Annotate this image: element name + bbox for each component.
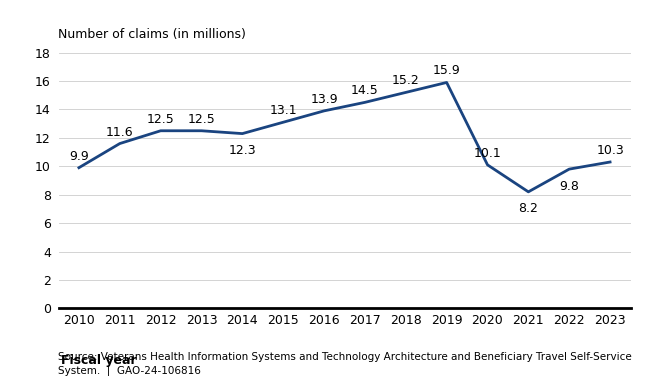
Text: 10.3: 10.3 [596, 144, 624, 157]
Text: 10.1: 10.1 [474, 147, 501, 160]
Text: 14.5: 14.5 [351, 84, 379, 97]
Text: 12.5: 12.5 [147, 113, 174, 126]
Text: 8.2: 8.2 [519, 203, 538, 215]
Text: 15.9: 15.9 [433, 65, 460, 77]
Text: 12.5: 12.5 [188, 113, 215, 126]
Text: 9.9: 9.9 [69, 150, 89, 163]
Text: 15.2: 15.2 [392, 74, 420, 88]
Text: 11.6: 11.6 [106, 126, 134, 139]
X-axis label: Fiscal year: Fiscal year [60, 354, 136, 367]
Text: Number of claims (in millions): Number of claims (in millions) [58, 28, 246, 41]
Text: 12.3: 12.3 [229, 144, 256, 157]
Text: 13.9: 13.9 [310, 93, 338, 106]
Text: Source: Veterans Health Information Systems and Technology Architecture and Bene: Source: Veterans Health Information Syst… [58, 352, 632, 376]
Text: 13.1: 13.1 [269, 104, 297, 117]
Text: 9.8: 9.8 [559, 180, 579, 193]
